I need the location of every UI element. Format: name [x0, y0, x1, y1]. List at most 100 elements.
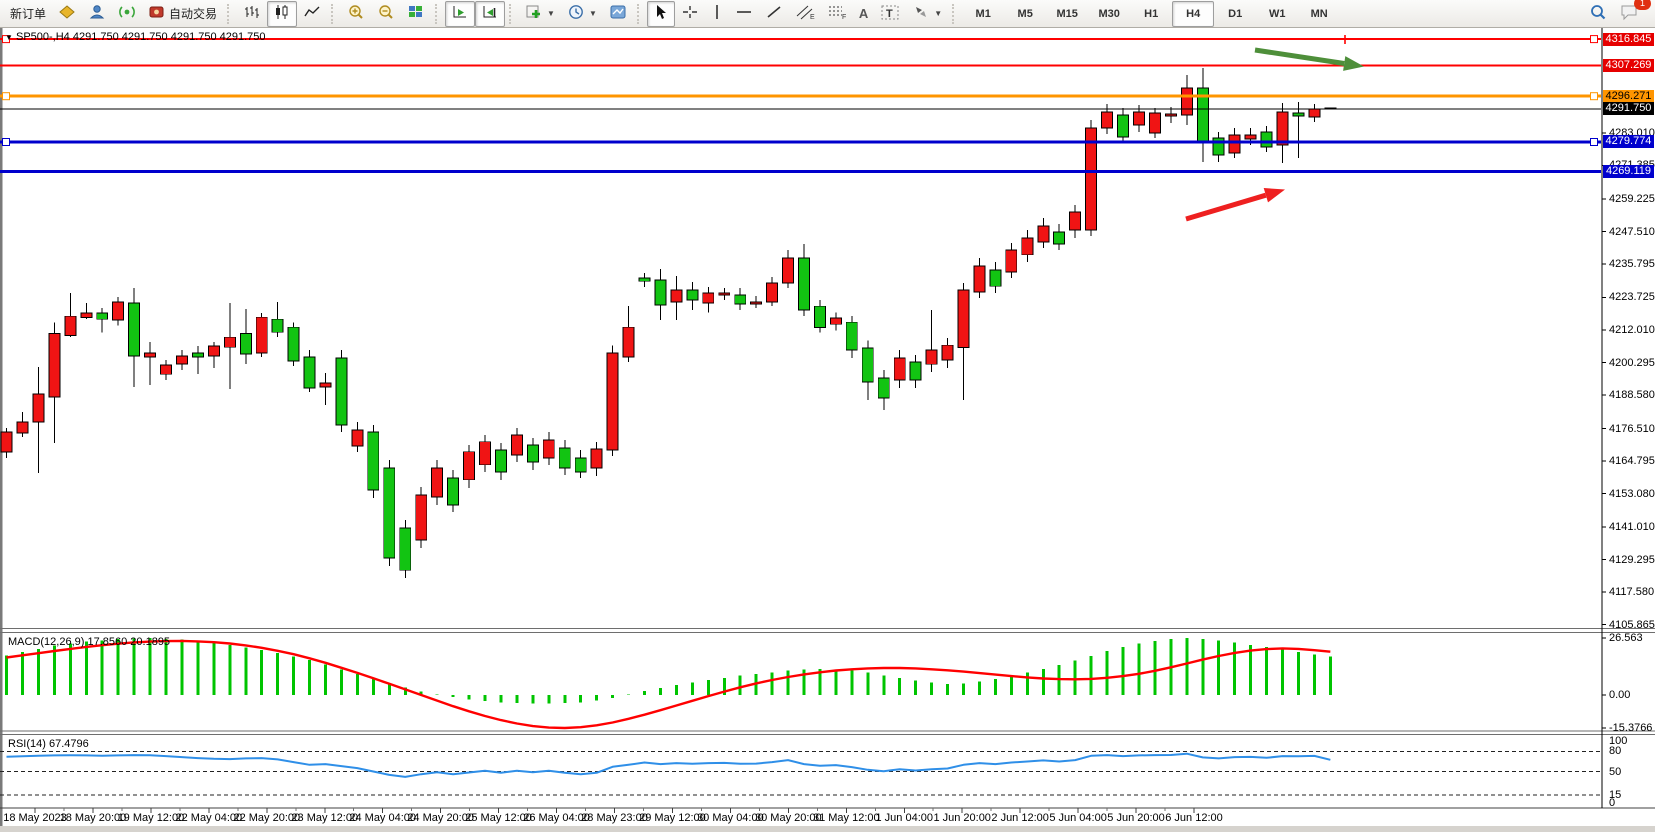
cursor-tool-button[interactable]	[646, 0, 675, 27]
candle	[175, 355, 188, 365]
notifications-button[interactable]: 1	[1613, 0, 1651, 27]
line-handle[interactable]	[2, 35, 10, 44]
zoom-in-button[interactable]	[341, 1, 371, 27]
chart-shift-icon	[481, 4, 499, 23]
time-label: 5 Jun 04:00	[1049, 812, 1107, 824]
chart-menu-icon[interactable]: ▼	[5, 33, 13, 42]
time-label: 24 May 04:00	[349, 812, 417, 824]
candle	[0, 431, 13, 453]
time-label: 22 May 04:00	[175, 812, 243, 824]
new-order-button[interactable]: 新订单	[4, 1, 52, 27]
candle	[813, 305, 826, 328]
shapes-tool-button[interactable]: ▼	[906, 1, 948, 27]
horizontal-line-icon	[735, 4, 753, 23]
toolbar-separator	[636, 3, 643, 24]
template-icon	[609, 4, 627, 23]
tile-windows-button[interactable]	[401, 1, 431, 27]
candle	[1037, 225, 1050, 243]
templates-button[interactable]	[603, 1, 633, 27]
crosshair-tool-button[interactable]	[675, 1, 705, 27]
line-handle[interactable]	[1590, 138, 1598, 146]
timeframe-h1[interactable]: H1	[1144, 7, 1159, 20]
horizontal-line-tool-button[interactable]	[729, 1, 759, 27]
price-tick-label: 4200.295	[1609, 356, 1655, 369]
time-label: 18 May 2023	[3, 812, 67, 824]
line-handle[interactable]	[2, 92, 10, 101]
vertical-line-tool-button[interactable]	[705, 1, 729, 27]
macd-scale-label: -15.3766	[1609, 721, 1653, 734]
indicators-icon	[525, 4, 543, 23]
rsi-line	[6, 752, 1331, 778]
line-handle[interactable]	[1590, 92, 1598, 101]
time-label: 30 May 04:00	[697, 812, 764, 824]
rsi-scale-label: 50	[1609, 765, 1622, 778]
candle	[1069, 211, 1082, 231]
trendline-tool-button[interactable]	[759, 1, 789, 27]
candle	[128, 302, 141, 357]
timeframe-d1[interactable]: D1	[1228, 7, 1243, 20]
candle	[654, 279, 667, 306]
timeframe-m1[interactable]: M1	[975, 7, 991, 20]
text-tool-button[interactable]: A	[853, 1, 874, 27]
search-icon	[1589, 4, 1607, 24]
candle	[1021, 237, 1034, 256]
macd-label: MACD(12,26,9) 17.8560 20.1895	[8, 636, 171, 648]
chart-shift-button[interactable]	[475, 0, 506, 27]
timeframe-m5[interactable]: M5	[1017, 7, 1033, 20]
candle	[80, 312, 93, 318]
profile-button[interactable]	[82, 1, 112, 27]
candle	[941, 344, 954, 361]
chart-title: SP500-,H4 4291.750 4291.750 4291.750 429…	[15, 31, 266, 43]
candle	[351, 429, 364, 447]
fibonacci-tool-button[interactable]: F	[821, 1, 853, 27]
rsi-scale-label: 0	[1609, 797, 1616, 809]
candlestick-icon	[273, 4, 291, 23]
green-arrow-annotation[interactable]	[1254, 47, 1364, 71]
candle	[925, 349, 938, 365]
time-label: 1 Jun 20:00	[933, 812, 991, 824]
line-handle[interactable]	[1590, 35, 1598, 44]
timeframe-m30[interactable]: M30	[1098, 7, 1120, 20]
svg-text:F: F	[842, 14, 846, 20]
candle	[239, 332, 252, 355]
time-label: 2 Jun 12:00	[991, 812, 1049, 824]
autoscroll-button[interactable]	[445, 0, 476, 27]
label-tool-button[interactable]: T	[874, 1, 906, 27]
expert-advisors-button[interactable]	[52, 1, 82, 27]
price-badge: 4296.271	[1603, 89, 1654, 103]
timeframe-m15[interactable]: M15	[1056, 7, 1078, 20]
line-handle[interactable]	[2, 138, 10, 146]
candle	[766, 282, 779, 303]
timeframe-h4[interactable]: H4	[1172, 0, 1215, 27]
rsi-label: RSI(14) 67.4796	[8, 737, 89, 750]
signal-icon	[118, 4, 136, 23]
candlestick-chart-button[interactable]	[267, 0, 298, 27]
candle	[622, 326, 635, 358]
signals-button[interactable]	[112, 1, 142, 27]
channel-tool-button[interactable]: E	[789, 1, 821, 27]
timeframe-mn[interactable]: MN	[1310, 7, 1328, 20]
search-button[interactable]	[1583, 1, 1613, 27]
candle	[144, 352, 156, 358]
line-chart-button[interactable]	[297, 1, 327, 27]
candle	[335, 357, 348, 426]
candle	[877, 377, 890, 399]
timeframe-w1[interactable]: W1	[1268, 7, 1286, 20]
time-label: 26 May 04:00	[523, 812, 590, 824]
candle	[48, 332, 61, 398]
bar-chart-button[interactable]	[237, 1, 267, 27]
autotrading-button[interactable]: 自动交易	[142, 1, 223, 27]
macd-scale-label: 26.563	[1609, 632, 1643, 644]
time-label: 29 May 12:00	[639, 812, 706, 824]
indicators-button[interactable]: ▼	[519, 1, 561, 27]
candle	[431, 467, 444, 498]
red-arrow-annotation[interactable]	[1185, 188, 1285, 222]
zoom-out-button[interactable]	[371, 1, 401, 27]
crosshair-icon	[681, 4, 699, 23]
periods-button[interactable]: ▼	[561, 1, 603, 27]
chevron-down-icon: ▼	[934, 9, 943, 18]
time-label: 31 May 12:00	[812, 812, 880, 824]
text-icon: A	[858, 6, 869, 21]
candle	[1260, 131, 1273, 148]
